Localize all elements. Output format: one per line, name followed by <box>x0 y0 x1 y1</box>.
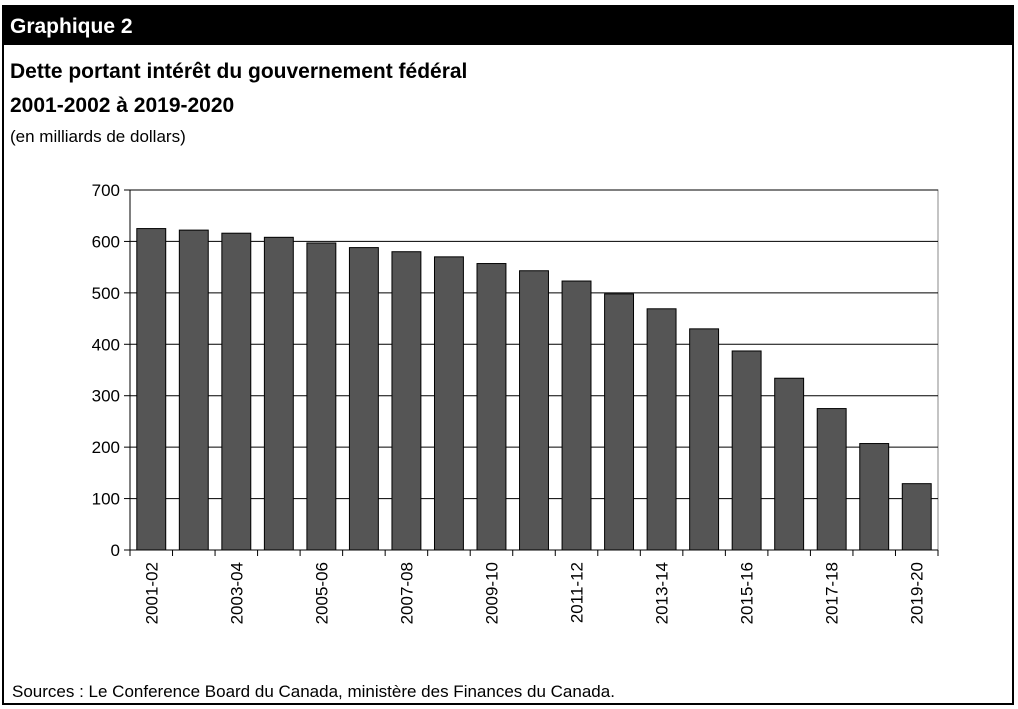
bar <box>136 228 167 551</box>
x-tick-label: 2011-12 <box>568 562 587 623</box>
bar-chart: 0 100 200 300 400 500 600 700 2001-02 2003-04 2005… <box>92 181 939 624</box>
bar <box>306 242 337 551</box>
y-tick-label: 100 <box>92 490 120 509</box>
bar <box>561 280 592 551</box>
bar <box>263 236 294 551</box>
chart-number-label: Graphique 2 <box>10 15 133 38</box>
x-tick-label: 2015-16 <box>738 562 757 624</box>
y-tick-label: 700 <box>92 181 120 200</box>
chart-units: (en milliards de dollars) <box>10 127 186 146</box>
bar <box>348 247 379 551</box>
bar <box>646 308 677 551</box>
y-tick-label: 500 <box>92 284 120 303</box>
bar <box>476 263 507 551</box>
y-tick-label: 300 <box>92 387 120 406</box>
bar <box>391 251 422 551</box>
bar <box>816 408 847 551</box>
bar <box>901 483 932 551</box>
bar <box>731 350 762 551</box>
x-tick-label: 2019-20 <box>908 562 927 624</box>
x-tick-label: 2013-14 <box>653 562 672 624</box>
bar <box>519 270 549 551</box>
chart-title-period: 2001-2002 à 2019-2020 <box>10 94 235 117</box>
bar <box>774 377 805 551</box>
x-tick-label: 2007-08 <box>397 562 416 624</box>
x-tick-label: 2001-02 <box>142 562 161 624</box>
x-tick-label: 2003-04 <box>227 562 246 624</box>
x-tick-label: 2005-06 <box>312 562 331 624</box>
x-tick-label: 2017-18 <box>823 562 842 624</box>
y-tick-label: 600 <box>92 232 120 251</box>
y-tick-label: 400 <box>92 335 120 354</box>
chart-frame: Graphique 2 Dette portant intérêt du gou… <box>2 5 1014 705</box>
bar <box>178 229 209 551</box>
x-tick-label: 2009-10 <box>482 562 501 624</box>
header-bar: Graphique 2 <box>4 7 1012 45</box>
y-tick-label: 0 <box>111 541 120 560</box>
bar <box>604 293 635 551</box>
bar <box>859 443 890 551</box>
bar <box>689 328 720 551</box>
sources-note: Sources : Le Conference Board du Canada,… <box>12 682 615 701</box>
bar <box>221 232 252 551</box>
y-tick-label: 200 <box>92 438 120 457</box>
chart-title: Dette portant intérêt du gouvernement fé… <box>10 60 468 83</box>
bar <box>433 256 464 551</box>
